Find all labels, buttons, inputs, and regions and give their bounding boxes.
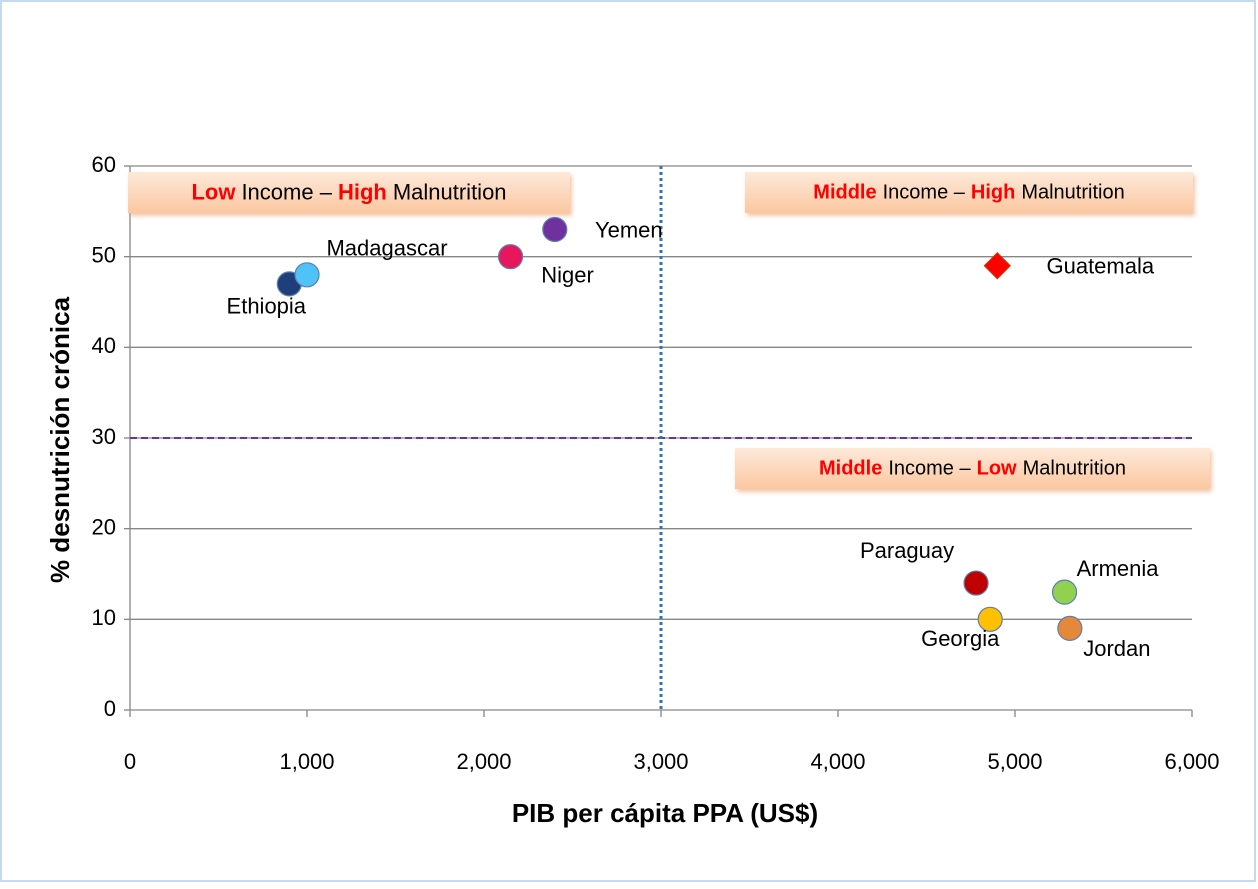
x-tick-label: 3,000 xyxy=(633,749,688,774)
annotation: Middle Income – High Malnutrition xyxy=(813,182,1124,204)
point-label: Armenia xyxy=(1077,556,1160,581)
y-tick-label: 20 xyxy=(92,514,116,539)
point xyxy=(497,244,524,270)
x-tick-label: 4,000 xyxy=(810,749,865,774)
point-label: Jordan xyxy=(1083,636,1150,661)
point-label: Madagascar xyxy=(326,236,447,261)
annotation-part: Middle xyxy=(819,458,882,480)
x-tick-label: 2,000 xyxy=(456,749,511,774)
annotation-box xyxy=(128,172,570,213)
point xyxy=(963,570,989,596)
x-axis-title: PIB per cápita PPA (US$) xyxy=(512,798,818,828)
y-tick-label: 50 xyxy=(92,242,116,267)
annotation-box xyxy=(735,448,1210,489)
point-label: Yemen xyxy=(595,217,663,242)
point xyxy=(1051,579,1078,605)
x-tick-label: 0 xyxy=(124,749,136,774)
point-label: Ethiopia xyxy=(227,294,307,319)
point-label: Georgia xyxy=(921,626,1000,651)
annotation-part: Low xyxy=(977,458,1017,480)
y-tick-label: 30 xyxy=(92,424,116,449)
x-tick-label: 1,000 xyxy=(279,749,334,774)
annotation-part: Malnutrition xyxy=(1023,458,1126,480)
y-tick-label: 0 xyxy=(104,696,116,721)
annotation-part: Middle xyxy=(813,182,876,204)
point xyxy=(983,252,1012,280)
annotation-part: Low xyxy=(191,179,236,204)
point-label: Guatemala xyxy=(1046,254,1154,279)
y-tick-label: 10 xyxy=(92,605,116,630)
annotation-part: Income – xyxy=(241,179,332,204)
annotation-part: High xyxy=(338,179,387,204)
annotation-part: Income – xyxy=(888,458,971,480)
point-label: Paraguay xyxy=(860,538,954,563)
annotation-part: Malnutrition xyxy=(1021,182,1124,204)
point-label: Niger xyxy=(541,262,594,287)
annotation-part: Income – xyxy=(883,182,966,204)
point xyxy=(977,606,1003,632)
point xyxy=(542,216,568,243)
y-tick-label: 60 xyxy=(92,152,116,177)
annotation: Low Income – High Malnutrition xyxy=(191,179,506,204)
annotation-part: Malnutrition xyxy=(393,179,507,204)
point xyxy=(1057,615,1083,642)
y-axis-title: % desnutrición crónica xyxy=(45,296,75,583)
annotation-box xyxy=(745,172,1193,213)
annotation: Middle Income – Low Malnutrition xyxy=(819,458,1126,480)
x-tick-label: 6,000 xyxy=(1164,749,1219,774)
point xyxy=(294,262,320,288)
x-tick-label: 5,000 xyxy=(987,749,1042,774)
y-tick-label: 40 xyxy=(92,333,116,358)
annotation-part: High xyxy=(971,182,1015,204)
